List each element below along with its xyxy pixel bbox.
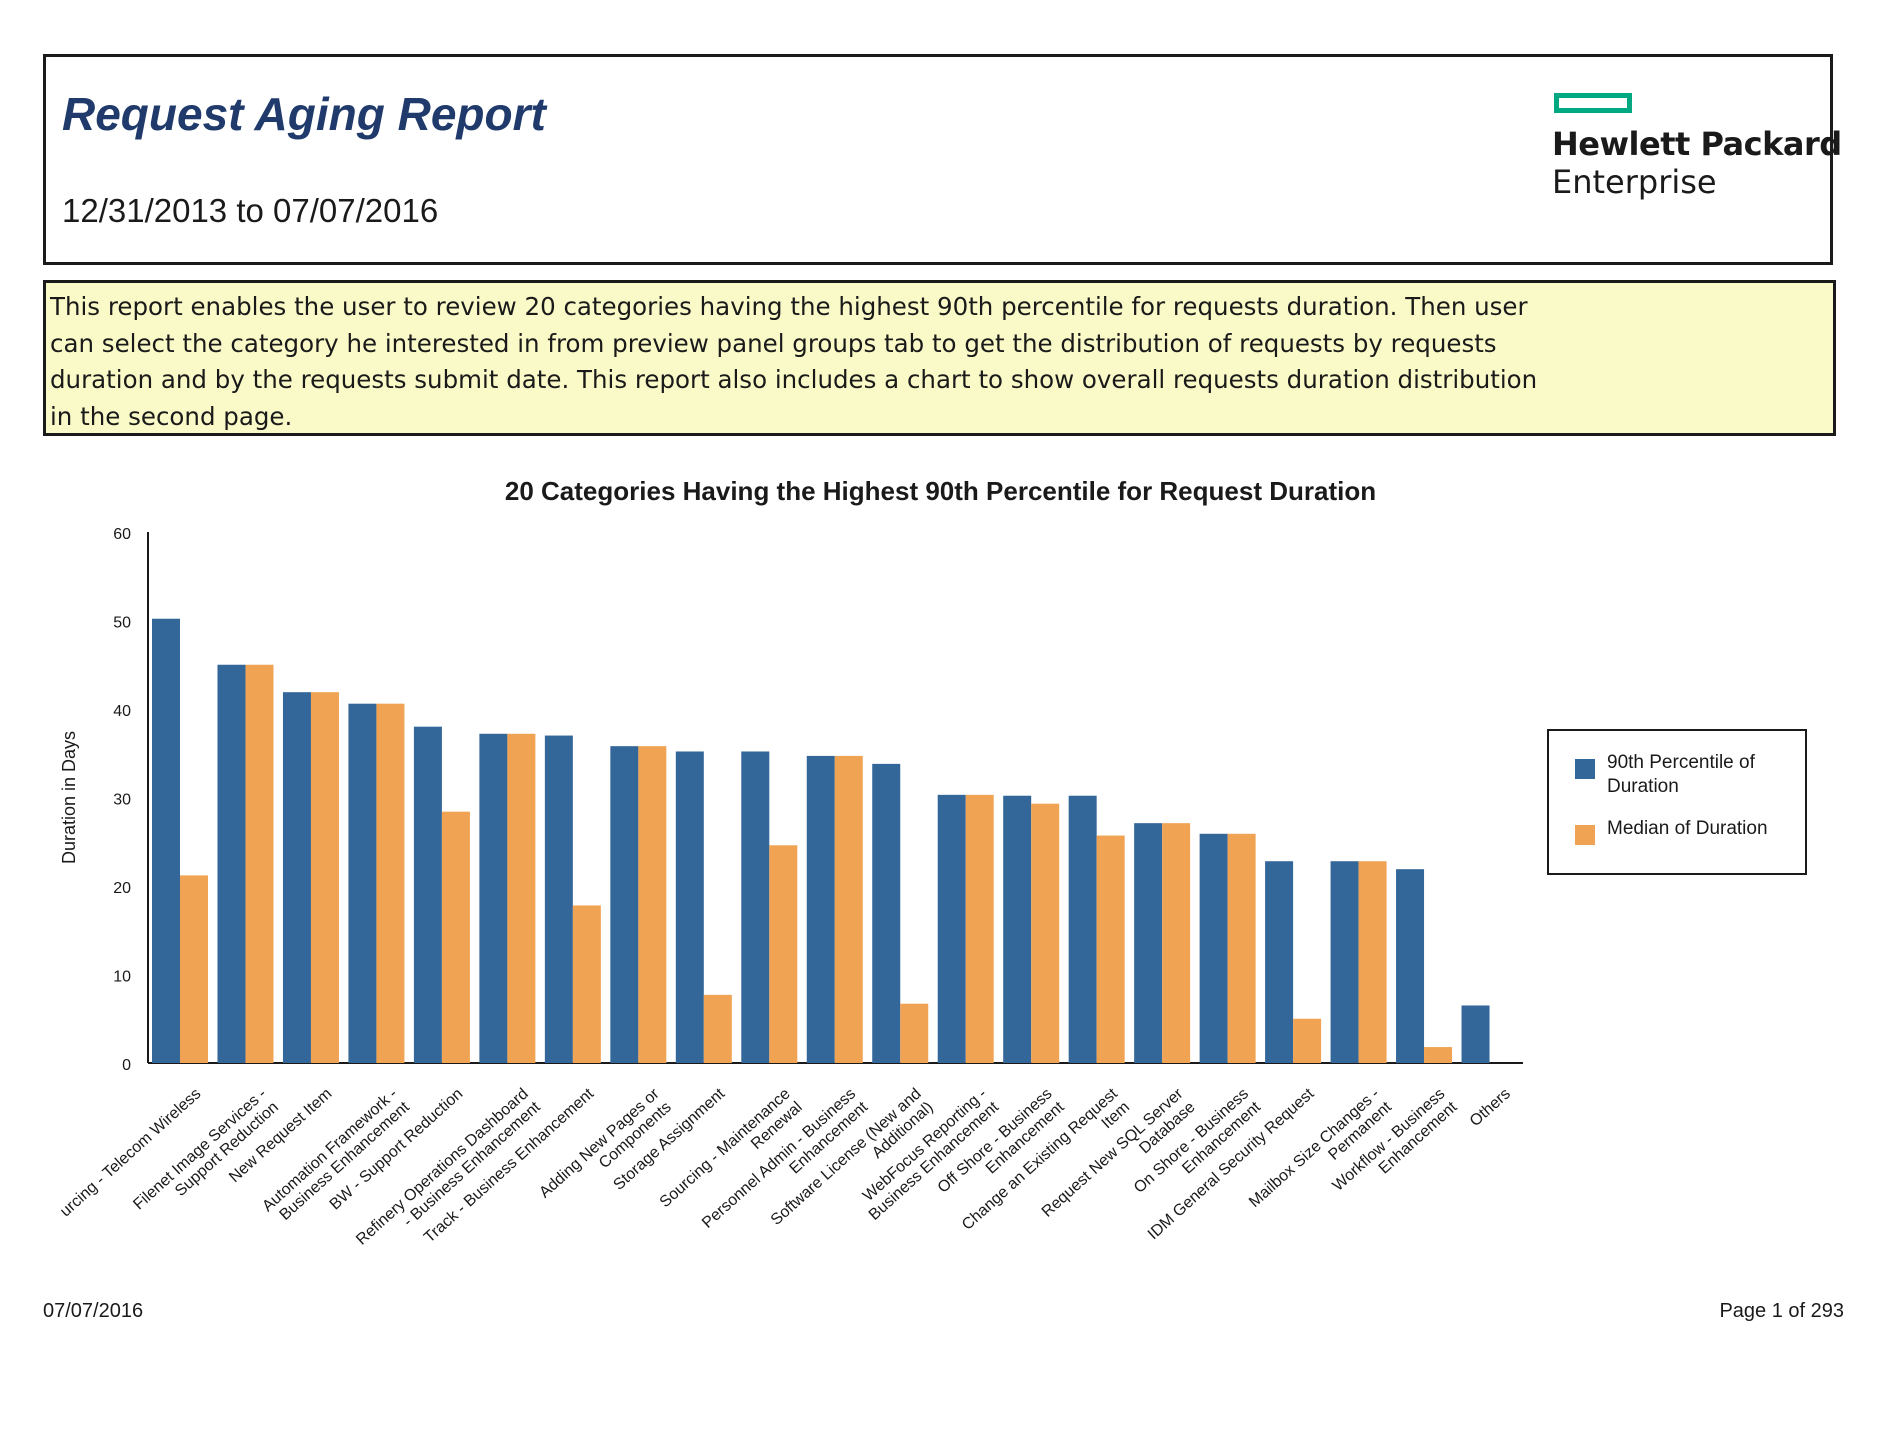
bar-p90 [675,751,704,1063]
bar-p90 [152,618,180,1063]
chart-title: 20 Categories Having the Highest 90th Pe… [504,476,1377,506]
bar-p90 [413,726,442,1063]
legend-label-median: Median of Duration [1607,818,1768,839]
bar-median [1293,1018,1322,1063]
x-tick-label-line: Adding New Pages or [536,1085,663,1202]
bar-median [1162,823,1191,1063]
footer-date: 07/07/2016 [43,1300,144,1322]
bar-p90 [1396,869,1425,1063]
bar-median [1227,833,1256,1063]
bar-median [310,692,339,1063]
bar-p90 [1461,1005,1490,1063]
bar-p90 [610,746,639,1063]
bar-median [441,811,470,1063]
legend-item-median: Median of Duration [1575,817,1787,845]
report-title: Request Aging Report [62,88,546,140]
hpe-logo: Hewlett Packard Enterprise [1552,93,1842,203]
bar-p90 [1068,795,1097,1063]
bar-median [507,733,536,1063]
bar-median [769,845,798,1063]
bar-median [703,994,732,1063]
bar-p90 [1003,795,1032,1063]
y-tick-label: 50 [113,615,131,632]
bar-median [376,703,405,1063]
bar-p90 [937,794,966,1063]
y-tick-label: 20 [113,880,131,897]
bar-p90 [544,735,573,1063]
bar-median [572,905,601,1063]
x-tick-label-line: Filenet Image Services - [130,1085,270,1213]
footer-page-number: Page 1 of 293 [1719,1300,1844,1322]
y-tick-label: 30 [113,792,131,809]
bar-median [900,1003,929,1063]
bar-p90 [1265,861,1294,1063]
bar-p90 [217,664,246,1063]
y-tick-label: 10 [113,969,131,986]
bar-median [1358,861,1387,1063]
legend-swatch-median [1575,825,1595,845]
bar-median [638,746,667,1063]
bar-p90 [282,692,311,1063]
bar-p90 [1330,861,1359,1063]
x-tick-label-line: Others [1467,1085,1514,1130]
bar-median [245,664,274,1063]
bar-p90 [872,763,901,1063]
bar-median [1031,803,1060,1063]
y-tick-label: 60 [113,526,131,543]
y-tick-label: 0 [122,1057,131,1074]
x-tick-label-line: Mailbox Size Changes - [1246,1085,1383,1211]
report-description: This report enables the user to review 2… [50,292,1538,431]
report-header: Request Aging Report 12/31/2013 to 07/07… [43,54,1842,265]
bar-median [1096,835,1125,1063]
legend-label-p90: 90th Percentile of Duration [1607,752,1755,797]
bar-p90 [479,733,508,1063]
report-description-box: This report enables the user to review 2… [43,280,1836,436]
bar-median [834,755,863,1063]
y-tick-label: 40 [113,703,131,720]
bar-p90 [348,703,377,1063]
logo-text-line1: Hewlett Packard [1552,125,1842,163]
y-axis-title: Duration in Days [59,731,79,864]
date-range: 12/31/2013 to 07/07/2016 [62,192,439,229]
hpe-logo-mark-icon [1554,93,1632,113]
legend-swatch-p90 [1575,759,1595,779]
x-tick-label-line: Sourcing - Maintenance [657,1085,794,1211]
bar-median [1424,1047,1453,1063]
x-tick-label: Others [1467,1085,1514,1130]
bar-p90 [1199,833,1228,1063]
chart-legend: 90th Percentile of Duration Median of Du… [1547,729,1807,875]
bar-p90 [741,751,770,1063]
logo-text-line2: Enterprise [1552,163,1717,201]
bar-median [965,794,994,1063]
bar-median [180,875,208,1063]
legend-item-p90: 90th Percentile of Duration [1575,751,1787,799]
bar-p90 [806,755,835,1063]
bar-p90 [1134,823,1163,1063]
x-tick-label-line: Automation Framework - [259,1085,401,1215]
